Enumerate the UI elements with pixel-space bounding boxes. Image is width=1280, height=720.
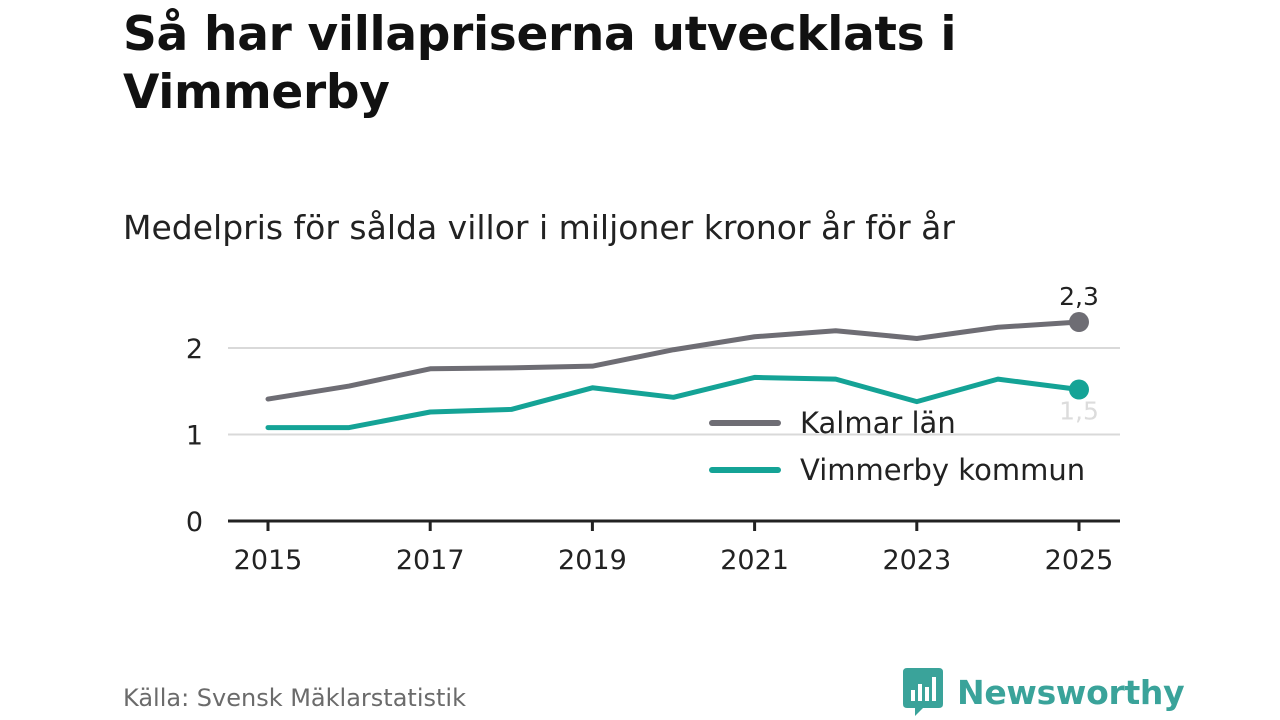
end-label-kalmar: 2,3 <box>1059 282 1099 311</box>
y-tick-label: 0 <box>186 507 203 538</box>
x-tick-label: 2025 <box>1045 545 1114 576</box>
chart-subtitle: Medelpris för sålda villor i miljoner kr… <box>123 208 955 247</box>
series-end-point-2 <box>1069 379 1089 400</box>
series-end-point-1 <box>1069 312 1089 333</box>
y-tick-label: 2 <box>186 334 203 365</box>
x-tick-label: 2017 <box>396 545 465 576</box>
brand-name: Newsworthy <box>957 672 1185 712</box>
series-line-2 <box>265 374 1082 431</box>
line-chart: 0 1 2 2015 2017 2019 2021 2023 2025 2,3 1,5 Kalmar … <box>186 282 1120 576</box>
x-tick-label: 2019 <box>558 545 627 576</box>
legend-label-2: Vimmerby kommun <box>800 453 1085 487</box>
newsworthy-logo-icon <box>903 668 943 716</box>
series-line-1 <box>265 319 1082 402</box>
chart-title: Så har villapriserna utvecklats i Vimmer… <box>123 7 957 120</box>
x-tick-label: 2021 <box>720 545 789 576</box>
source-note: Källa: Svensk Mäklarstatistik <box>123 684 466 712</box>
x-tick-label: 2023 <box>882 545 951 576</box>
end-label-vimmerby: 1,5 <box>1059 397 1099 426</box>
y-tick-label: 1 <box>186 421 203 452</box>
x-tick-label: 2015 <box>234 545 303 576</box>
brand-logo: Newsworthy <box>903 668 1185 716</box>
legend-label-1: Kalmar län <box>800 406 956 440</box>
